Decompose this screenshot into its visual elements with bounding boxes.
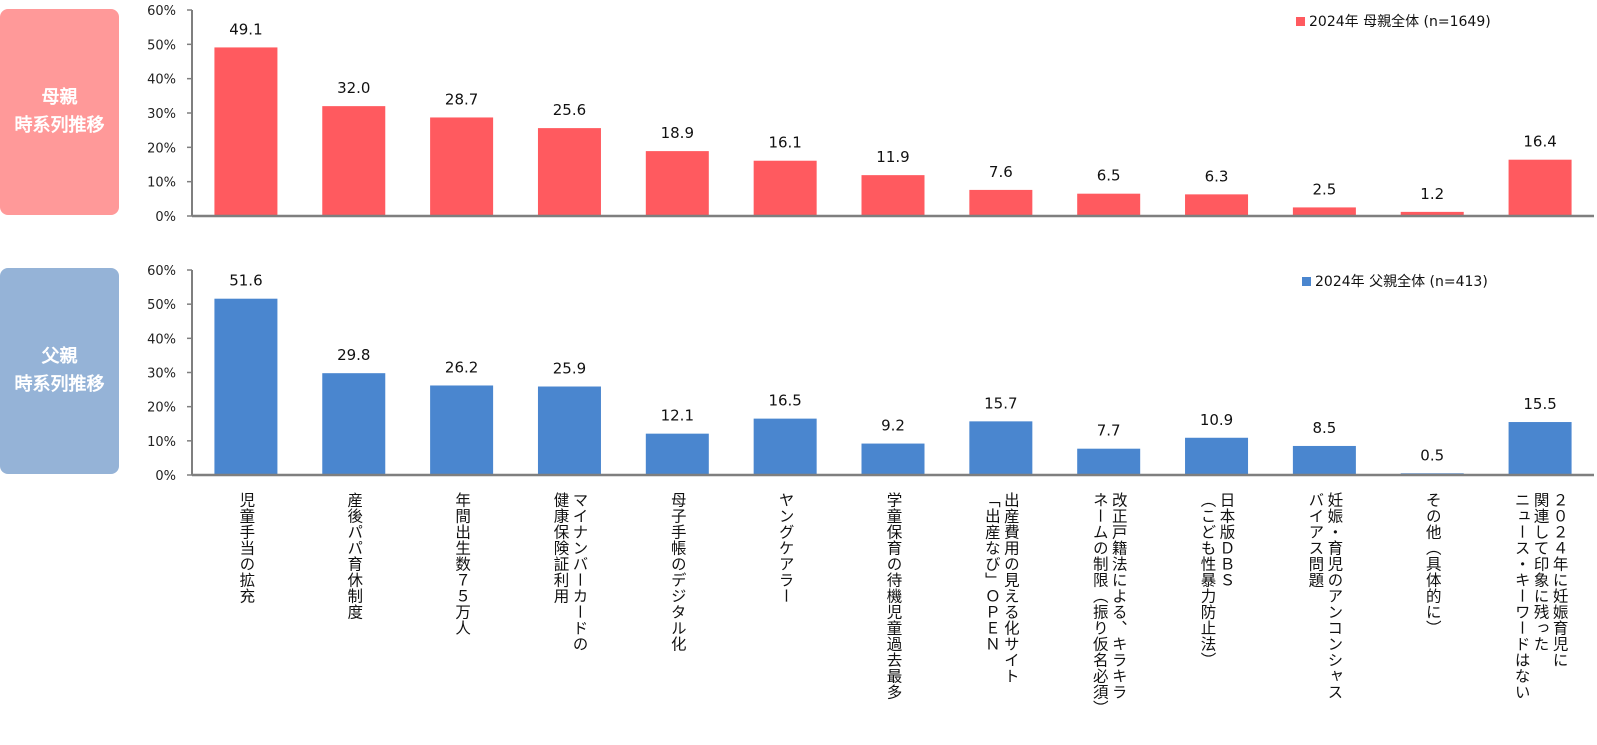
category-label: 妊娠・育児のアンコンシャス バイアス問題 [1306, 492, 1344, 700]
mother-bar [430, 117, 494, 216]
father-bar [430, 385, 494, 475]
mother-data-label: 16.1 [768, 134, 801, 152]
father-legend-swatch [1302, 277, 1311, 286]
father-y-tick-label: 40% [147, 332, 176, 347]
mother-bar [753, 160, 817, 216]
mother-data-label: 2.5 [1312, 180, 1336, 198]
mother-y-tick-label: 10% [147, 176, 176, 191]
category-label: マイナンバーカードの 健康保険証利用 [551, 492, 589, 652]
mother-bar [1292, 207, 1356, 216]
father-bar [322, 373, 386, 475]
mother-bar [645, 151, 709, 216]
father-bar [1508, 422, 1572, 475]
father-bar [1292, 445, 1356, 475]
mother-y-tick-label: 60% [147, 4, 176, 19]
category-label: ２０２４年に妊娠育児に 関連して印象に残った ニュース・キーワードはない [1512, 492, 1569, 700]
father-y-tick-label: 30% [147, 367, 176, 382]
father-panel-title-line2: 時系列推移 [14, 374, 105, 395]
father-bar [645, 433, 709, 475]
mother-bar [1508, 159, 1572, 216]
father-bar [1077, 448, 1141, 475]
mother-data-label: 6.3 [1205, 167, 1229, 185]
category-label: 学童保育の待機児童過去最多 [884, 492, 903, 700]
mother-bar [969, 189, 1033, 216]
mother-bar [537, 128, 601, 216]
mother-y-tick-label: 40% [147, 73, 176, 88]
mother-data-label: 32.0 [337, 79, 370, 97]
mother-panel-label: 母親 時系列推移 [0, 9, 119, 215]
mother-data-label: 25.6 [553, 101, 586, 119]
mother-data-label: 28.7 [445, 90, 478, 108]
category-label: 産後パパ育休制度 [345, 492, 364, 620]
father-bar [214, 298, 278, 475]
father-panel-label: 父親 時系列推移 [0, 268, 119, 474]
category-label: 出産費用の見える化サイト 「出産なび」ＯＰＥＮ [982, 492, 1020, 684]
father-data-label: 15.7 [984, 394, 1017, 412]
mother-data-label: 16.4 [1523, 133, 1556, 151]
mother-y-tick-label: 0% [155, 210, 176, 225]
father-data-label: 51.6 [229, 272, 262, 290]
father-bar [753, 418, 817, 475]
father-bar [537, 386, 601, 475]
mother-panel-title-line1: 母親 [41, 87, 78, 108]
father-y-tick-label: 0% [155, 469, 176, 484]
mother-data-label: 11.9 [876, 148, 909, 166]
father-data-label: 16.5 [768, 392, 801, 410]
mother-y-tick-label: 20% [147, 141, 176, 156]
mother-bar [1077, 193, 1141, 216]
mother-data-label: 1.2 [1420, 185, 1444, 203]
father-data-label: 25.9 [553, 360, 586, 378]
father-panel-title-line1: 父親 [41, 346, 78, 367]
mother-data-label: 49.1 [229, 20, 262, 38]
father-bar [1185, 437, 1249, 475]
mother-data-label: 18.9 [661, 124, 694, 142]
father-y-tick-label: 60% [147, 264, 176, 279]
category-label: 年間出生数７５万人 [453, 492, 472, 636]
mother-bar [214, 47, 278, 216]
father-data-label: 12.1 [661, 407, 694, 425]
category-label: その他（具体的に） [1423, 492, 1442, 636]
mother-y-tick-label: 50% [147, 38, 176, 53]
category-label: 日本版ＤＢＳ （こども性暴力防止法） [1198, 492, 1236, 668]
category-label: 母子手帳のデジタル化 [668, 492, 687, 652]
father-data-label: 26.2 [445, 358, 478, 376]
father-bar [969, 421, 1033, 475]
father-y-tick-label: 10% [147, 435, 176, 450]
mother-legend-label: 2024年 母親全体 (n=1649) [1309, 13, 1491, 30]
mother-legend-swatch [1296, 17, 1305, 26]
category-label: ヤングケアラー [776, 492, 795, 604]
father-bar [861, 443, 925, 475]
mother-bar [322, 106, 386, 216]
mother-data-label: 6.5 [1097, 167, 1121, 185]
father-y-tick-label: 50% [147, 298, 176, 313]
mother-y-tick-label: 30% [147, 107, 176, 122]
father-legend-label: 2024年 父親全体 (n=413) [1315, 273, 1488, 290]
category-label: 児童手当の拡充 [237, 492, 256, 604]
father-data-label: 7.7 [1097, 422, 1121, 440]
mother-panel-title-line2: 時系列推移 [14, 115, 105, 136]
category-label: 改正戸籍法による、キラキラ ネームの制限（振り仮名必須） [1090, 492, 1128, 716]
mother-bar [861, 175, 925, 216]
father-data-label: 29.8 [337, 346, 370, 364]
father-data-label: 15.5 [1523, 395, 1556, 413]
father-data-label: 9.2 [881, 417, 905, 435]
mother-bar [1400, 211, 1464, 216]
father-y-tick-label: 20% [147, 401, 176, 416]
mother-data-label: 7.6 [989, 163, 1013, 181]
father-data-label: 10.9 [1200, 411, 1233, 429]
father-data-label: 8.5 [1312, 419, 1336, 437]
father-data-label: 0.5 [1420, 446, 1444, 464]
mother-bar [1185, 194, 1249, 216]
